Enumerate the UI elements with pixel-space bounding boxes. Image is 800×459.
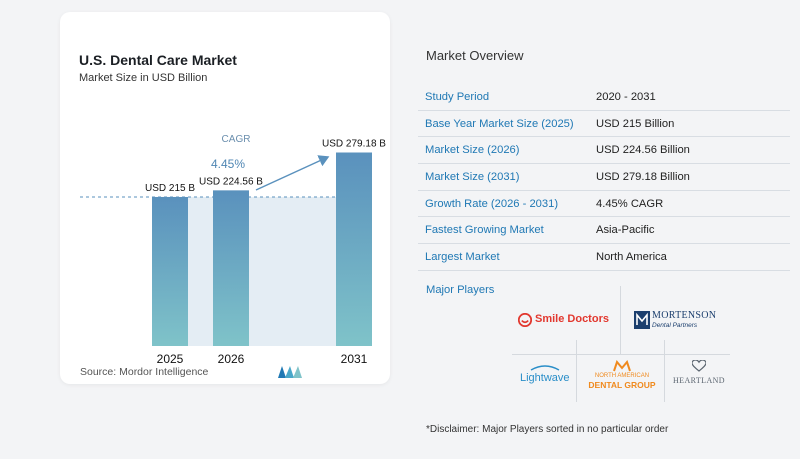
bar-2025: [152, 196, 188, 346]
player-mortenson: MORTENSON Dental Partners: [634, 309, 722, 331]
player-divider: [620, 286, 621, 354]
overview-table: Study Period 2020 - 2031 Base Year Marke…: [418, 84, 790, 271]
overview-value: USD 224.56 Billion: [596, 144, 690, 157]
overview-row: Study Period 2020 - 2031: [418, 84, 790, 111]
heartland-name: HEARTLAND: [672, 376, 725, 385]
heartland-heart-icon: [692, 360, 706, 372]
cagr-arrow: [255, 155, 330, 191]
overview-title: Market Overview: [426, 48, 524, 63]
overview-value: 4.45% CAGR: [596, 197, 664, 210]
smile-doctors-logo-icon: [518, 313, 532, 327]
data-label-2025: USD 215 B: [145, 183, 195, 194]
tick-label-2025: 2025: [157, 352, 184, 366]
data-label-2031: USD 279.18 B: [322, 138, 386, 149]
bar-chart: USD 215 B 2025 USD 224.56 B 2026 USD 279.18 …: [80, 134, 386, 366]
overview-value: USD 215 Billion: [596, 117, 675, 130]
player-lightwave: Lightwave: [518, 364, 572, 392]
player-divider: [664, 340, 665, 402]
overview-label: Largest Market: [425, 250, 500, 263]
player-divider: [512, 354, 730, 355]
overview-value: Asia-Pacific: [596, 224, 655, 237]
overview-row: Fastest Growing Market Asia-Pacific: [418, 217, 790, 245]
overview-label: Market Size (2031): [425, 170, 520, 183]
tick-label-2031: 2031: [341, 352, 368, 366]
mortenson-name: MORTENSON: [652, 310, 717, 321]
chart-subtitle: Market Size in USD Billion: [79, 72, 208, 84]
nadg-name-bottom: DENTAL GROUP: [588, 380, 656, 390]
player-nadg: NORTH AMERICAN DENTAL GROUP: [584, 360, 660, 394]
mordor-logo-icon: [278, 366, 302, 378]
overview-label: Market Size (2026): [425, 144, 520, 157]
players-title: Major Players: [426, 284, 495, 296]
mortenson-logo-icon: [634, 311, 650, 329]
tick-label-2026: 2026: [218, 352, 245, 366]
nadg-name-top: NORTH AMERICAN: [594, 373, 650, 379]
nadg-logo-icon: [613, 360, 631, 372]
overview-value: USD 279.18 Billion: [596, 170, 690, 183]
overview-row: Market Size (2026) USD 224.56 Billion: [418, 137, 790, 165]
source-note: Source: Mordor Intelligence: [80, 366, 209, 378]
overview-row: Growth Rate (2026 - 2031) 4.45% CAGR: [418, 191, 790, 218]
chart-title: U.S. Dental Care Market: [79, 52, 237, 68]
player-heartland: HEARTLAND: [670, 360, 728, 394]
overview-row: Largest Market North America: [418, 244, 790, 271]
cagr-value: 4.45%: [211, 157, 245, 171]
overview-label: Base Year Market Size (2025): [425, 117, 574, 130]
cagr-label: CAGR: [222, 134, 251, 145]
reference-band: [188, 196, 336, 346]
overview-label: Study Period: [425, 90, 490, 103]
chart-card: U.S. Dental Care Market Market Size in U…: [60, 12, 390, 384]
overview-value: North America: [596, 250, 667, 263]
overview-label: Fastest Growing Market: [425, 224, 544, 237]
overview-label: Growth Rate (2026 - 2031): [425, 197, 559, 210]
player-divider: [576, 340, 577, 402]
bar-2031: [336, 152, 372, 346]
mortenson-tagline: Dental Partners: [652, 322, 698, 329]
lightwave-logo-icon: [530, 365, 560, 371]
disclaimer: *Disclaimer: Major Players sorted in no …: [426, 424, 669, 435]
overview-row: Market Size (2031) USD 279.18 Billion: [418, 164, 790, 191]
overview-value: 2020 - 2031: [596, 90, 656, 103]
bar-2026: [213, 190, 249, 346]
smile-doctors-name: Smile Doctors: [535, 313, 609, 325]
data-label-2026: USD 224.56 B: [199, 176, 263, 187]
overview-row: Base Year Market Size (2025) USD 215 Bil…: [418, 111, 790, 138]
lightwave-name: Lightwave: [520, 372, 570, 384]
player-smile-doctors: Smile Doctors: [518, 310, 614, 330]
